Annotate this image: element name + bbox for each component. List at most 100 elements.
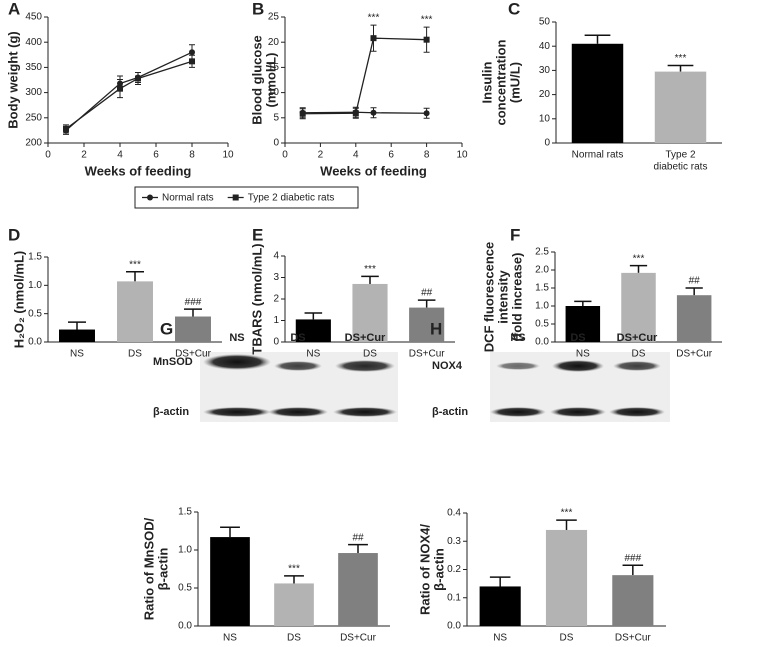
error-bar [220, 526, 240, 538]
x-tick-label: DS [128, 349, 142, 360]
error-bar [184, 308, 202, 317]
x-tick-label: DS [632, 349, 646, 360]
blot-lane-label: DS [570, 332, 585, 344]
blot-band [333, 407, 397, 417]
blot-band [490, 407, 546, 417]
y-tick-label: 1.5 [178, 507, 192, 518]
blot-band [335, 360, 395, 372]
bar [612, 575, 654, 626]
marker [189, 49, 195, 56]
y-tick-label: 2.5 [535, 247, 549, 258]
significance: *** [421, 15, 433, 26]
blot-lane-label: DS+Cur [617, 332, 658, 344]
x-tick-label: 6 [153, 150, 159, 161]
x-tick-label: 10 [222, 150, 234, 161]
error-bar [667, 64, 694, 72]
y-tick-label: 250 [25, 112, 42, 123]
bar [545, 529, 588, 626]
panel-label: H [430, 319, 442, 338]
y-tick-label: 0.5 [28, 308, 42, 319]
y-axis-label: Ratio of MnSOD/ [141, 517, 156, 620]
x-tick-label: NS [70, 349, 84, 360]
error-bar [489, 576, 511, 587]
marker [189, 58, 195, 65]
significance: ## [689, 276, 701, 287]
x-tick-label: NS [493, 633, 507, 644]
y-tick-label: 2.0 [535, 265, 549, 276]
panel-label: A [8, 0, 20, 18]
y-tick-label: 50 [539, 17, 551, 28]
marker [117, 85, 123, 92]
y-axis-label: TBARS (nmol/mL) [249, 243, 264, 354]
y-tick-label: 0.3 [447, 536, 461, 547]
bar [621, 272, 656, 342]
x-tick-label: DS [560, 633, 574, 644]
bar [210, 537, 250, 626]
legend-label: Type 2 diabetic rats [248, 193, 335, 204]
marker [423, 110, 430, 117]
bar [654, 71, 707, 143]
bar [175, 316, 211, 342]
bar [274, 583, 314, 626]
y-tick-label: 10 [539, 113, 551, 124]
legend-marker [232, 194, 239, 201]
error-bar [361, 275, 379, 284]
y-tick-label: 5 [273, 112, 279, 123]
blot-row-label: MnSOD [153, 356, 193, 368]
blot-band [268, 407, 328, 417]
series-line [302, 37, 427, 115]
y-tick-label: 0 [544, 138, 550, 149]
y-tick-label: 0 [273, 337, 279, 348]
bar [676, 295, 712, 342]
legend-marker [147, 194, 153, 201]
error-bar [126, 270, 144, 282]
error-bar [629, 264, 648, 273]
bar [565, 306, 601, 342]
bar [59, 329, 95, 342]
blot-g [200, 352, 398, 422]
y-axis-label: Ratio of NOX4/ [417, 524, 432, 615]
error-bar [584, 34, 611, 44]
y-axis-label: (fold increase) [509, 253, 524, 342]
panel-label: C [508, 0, 520, 18]
y-tick-label: 0.2 [447, 564, 461, 575]
significance: ### [624, 553, 641, 564]
y-axis-label: Insulin [479, 61, 494, 103]
x-tick-label: Normal rats [572, 150, 624, 161]
y-axis-label: DCF fluorescence [481, 242, 496, 353]
significance: ## [352, 532, 364, 543]
x-axis-label: Weeks of feeding [320, 163, 427, 178]
significance: ### [185, 297, 202, 308]
bar [571, 43, 624, 143]
y-tick-label: 350 [25, 62, 42, 73]
y-tick-label: 4 [273, 251, 279, 262]
legend-label: Normal rats [162, 193, 214, 204]
blot-row-label: β-actin [432, 406, 468, 418]
y-tick-label: 300 [25, 87, 42, 98]
x-tick-label: DS+Cur [175, 349, 212, 360]
error-bar [622, 564, 644, 576]
blot-h [490, 352, 670, 422]
x-tick-label: Type 2 [665, 150, 695, 161]
marker [63, 125, 69, 132]
marker [370, 109, 377, 116]
y-tick-label: 450 [25, 12, 42, 23]
y-axis-label: β-actin [431, 548, 446, 591]
x-tick-label: 8 [424, 150, 430, 161]
series-line [302, 111, 427, 114]
y-tick-label: 0.1 [447, 592, 461, 603]
x-tick-label: 2 [81, 150, 87, 161]
panel-label: E [252, 225, 263, 244]
y-tick-label: 0.4 [447, 508, 461, 519]
y-tick-label: 200 [25, 138, 42, 149]
blot-row-label: β-actin [153, 406, 189, 418]
x-tick-label: NS [306, 349, 320, 360]
x-tick-label: 8 [189, 150, 195, 161]
y-tick-label: 0.0 [447, 621, 461, 632]
significance: *** [288, 563, 300, 574]
y-tick-label: 3 [273, 272, 279, 283]
y-tick-label: 30 [539, 65, 551, 76]
error-bar [348, 543, 368, 554]
